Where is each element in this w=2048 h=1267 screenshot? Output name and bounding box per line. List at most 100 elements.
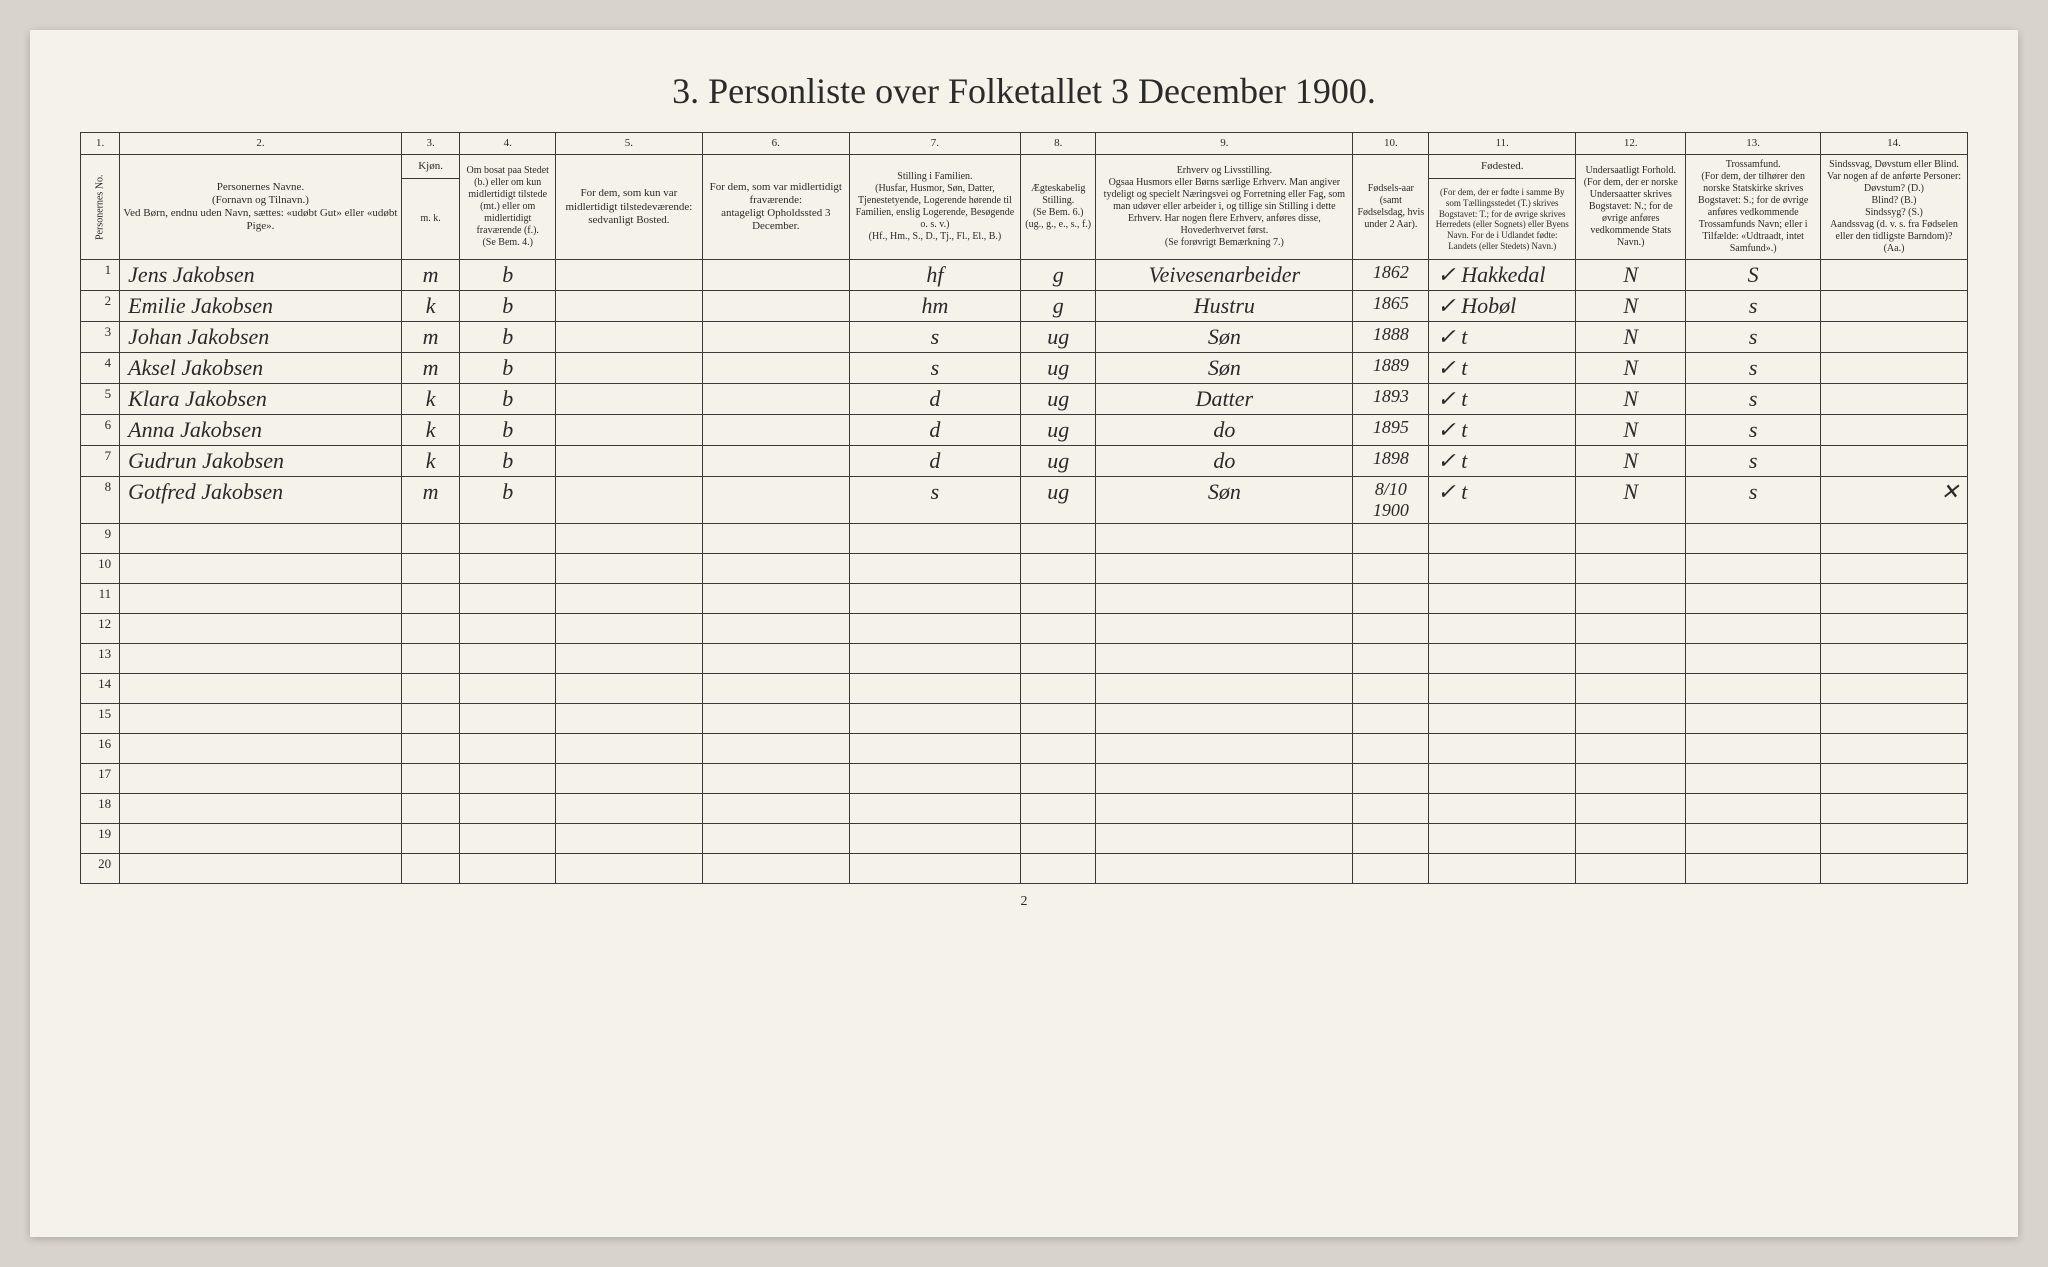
row-number: 11 xyxy=(81,584,120,614)
cell-name: Anna Jakobsen xyxy=(120,415,402,446)
cell-empty xyxy=(849,824,1020,854)
cell-empty xyxy=(1021,614,1096,644)
header-row: Personernes No. Personernes Navne. (Forn… xyxy=(81,155,1968,179)
cell-empty xyxy=(120,764,402,794)
cell-empty xyxy=(1096,704,1353,734)
cell-occupation: Hustru xyxy=(1096,291,1353,322)
cell-sex: k xyxy=(401,446,460,477)
cell-sex: m xyxy=(401,477,460,524)
cell-temp-present xyxy=(555,322,702,353)
row-number: 8 xyxy=(81,477,120,524)
col-num-7: 7. xyxy=(849,133,1020,155)
cell-birthplace: ✓ t xyxy=(1429,322,1576,353)
cell-empty xyxy=(555,734,702,764)
cell-sex: m xyxy=(401,260,460,291)
cell-residence: b xyxy=(460,415,555,446)
col-num-12: 12. xyxy=(1576,133,1686,155)
cell-birthplace: ✓ Hakkedal xyxy=(1429,260,1576,291)
cell-occupation: Søn xyxy=(1096,353,1353,384)
cell-temp-present xyxy=(555,446,702,477)
cell-empty xyxy=(702,854,849,884)
cell-empty xyxy=(120,524,402,554)
cell-temp-absent xyxy=(702,384,849,415)
cell-disability xyxy=(1821,446,1968,477)
cell-empty xyxy=(1821,824,1968,854)
cell-empty xyxy=(849,554,1020,584)
cell-empty xyxy=(1353,524,1429,554)
header-sex: Kjøn. xyxy=(401,155,460,179)
cell-family-pos: s xyxy=(849,322,1020,353)
cell-empty xyxy=(1576,674,1686,704)
cell-name: Gudrun Jakobsen xyxy=(120,446,402,477)
cell-temp-absent xyxy=(702,260,849,291)
cell-religion: s xyxy=(1686,415,1821,446)
header-nationality: Undersaatligt Forhold. (For dem, der er … xyxy=(1576,155,1686,260)
cell-residence: b xyxy=(460,353,555,384)
cell-empty xyxy=(1429,734,1576,764)
cell-empty xyxy=(849,734,1020,764)
cell-empty xyxy=(555,674,702,704)
cell-empty xyxy=(120,674,402,704)
cell-empty xyxy=(1686,764,1821,794)
cell-empty xyxy=(1021,854,1096,884)
cell-empty xyxy=(1096,734,1353,764)
cell-empty xyxy=(1429,554,1576,584)
cell-empty xyxy=(1686,584,1821,614)
cell-empty xyxy=(1353,794,1429,824)
cell-empty xyxy=(1353,554,1429,584)
cell-empty xyxy=(1576,794,1686,824)
cell-empty xyxy=(1576,764,1686,794)
cell-empty xyxy=(555,584,702,614)
page-title: 3. Personliste over Folketallet 3 Decemb… xyxy=(80,70,1968,112)
cell-empty xyxy=(555,704,702,734)
cell-empty xyxy=(120,824,402,854)
cell-birth-year: 1862 xyxy=(1353,260,1429,291)
col-num-2: 2. xyxy=(120,133,402,155)
header-birthplace: (For dem, der er fødte i samme By som Tæ… xyxy=(1429,179,1576,260)
cell-empty xyxy=(1821,584,1968,614)
cell-temp-present xyxy=(555,260,702,291)
cell-religion: s xyxy=(1686,322,1821,353)
table-row-empty: 10 xyxy=(81,554,1968,584)
cell-temp-present xyxy=(555,415,702,446)
row-number: 12 xyxy=(81,614,120,644)
cell-empty xyxy=(849,794,1020,824)
cell-occupation: do xyxy=(1096,446,1353,477)
cell-empty xyxy=(120,854,402,884)
cell-temp-absent xyxy=(702,322,849,353)
cell-temp-absent xyxy=(702,415,849,446)
cell-empty xyxy=(460,824,555,854)
cell-temp-absent xyxy=(702,446,849,477)
cell-marital: ug xyxy=(1021,446,1096,477)
row-number: 6 xyxy=(81,415,120,446)
header-birth-year: Fødsels-aar (samt Fødselsdag, hvis under… xyxy=(1353,155,1429,260)
cell-birthplace: ✓ t xyxy=(1429,415,1576,446)
cell-empty xyxy=(120,584,402,614)
cell-empty xyxy=(401,854,460,884)
page-number: 2 xyxy=(80,894,1968,910)
cell-marital: ug xyxy=(1021,415,1096,446)
table-row: 6 Anna Jakobsen k b d ug do 1895 ✓ t N s xyxy=(81,415,1968,446)
header-name: Personernes Navne. (Fornavn og Tilnavn.)… xyxy=(120,155,402,260)
cell-empty xyxy=(702,644,849,674)
cell-empty xyxy=(460,794,555,824)
cell-birthplace: ✓ t xyxy=(1429,477,1576,524)
cell-empty xyxy=(702,614,849,644)
cell-nationality: N xyxy=(1576,260,1686,291)
cell-empty xyxy=(401,824,460,854)
cell-empty xyxy=(1096,584,1353,614)
header-residence: Om bosat paa Stedet (b.) eller om kun mi… xyxy=(460,155,555,260)
cell-empty xyxy=(1353,704,1429,734)
cell-birth-year: 1895 xyxy=(1353,415,1429,446)
cell-occupation: Søn xyxy=(1096,322,1353,353)
cell-occupation: Veivesenarbeider xyxy=(1096,260,1353,291)
column-number-row: 1. 2. 3. 4. 5. 6. 7. 8. 9. 10. 11. 12. 1… xyxy=(81,133,1968,155)
cell-empty xyxy=(1096,824,1353,854)
cell-empty xyxy=(1686,824,1821,854)
cell-religion: s xyxy=(1686,477,1821,524)
cell-occupation: Søn xyxy=(1096,477,1353,524)
table-row: 4 Aksel Jakobsen m b s ug Søn 1889 ✓ t N… xyxy=(81,353,1968,384)
cell-empty xyxy=(401,764,460,794)
cell-empty xyxy=(1686,614,1821,644)
row-number: 20 xyxy=(81,854,120,884)
